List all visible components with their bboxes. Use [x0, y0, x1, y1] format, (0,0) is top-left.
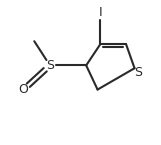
Text: S: S — [134, 66, 142, 79]
Text: I: I — [99, 6, 102, 19]
Text: O: O — [19, 83, 28, 96]
Text: S: S — [46, 59, 54, 72]
